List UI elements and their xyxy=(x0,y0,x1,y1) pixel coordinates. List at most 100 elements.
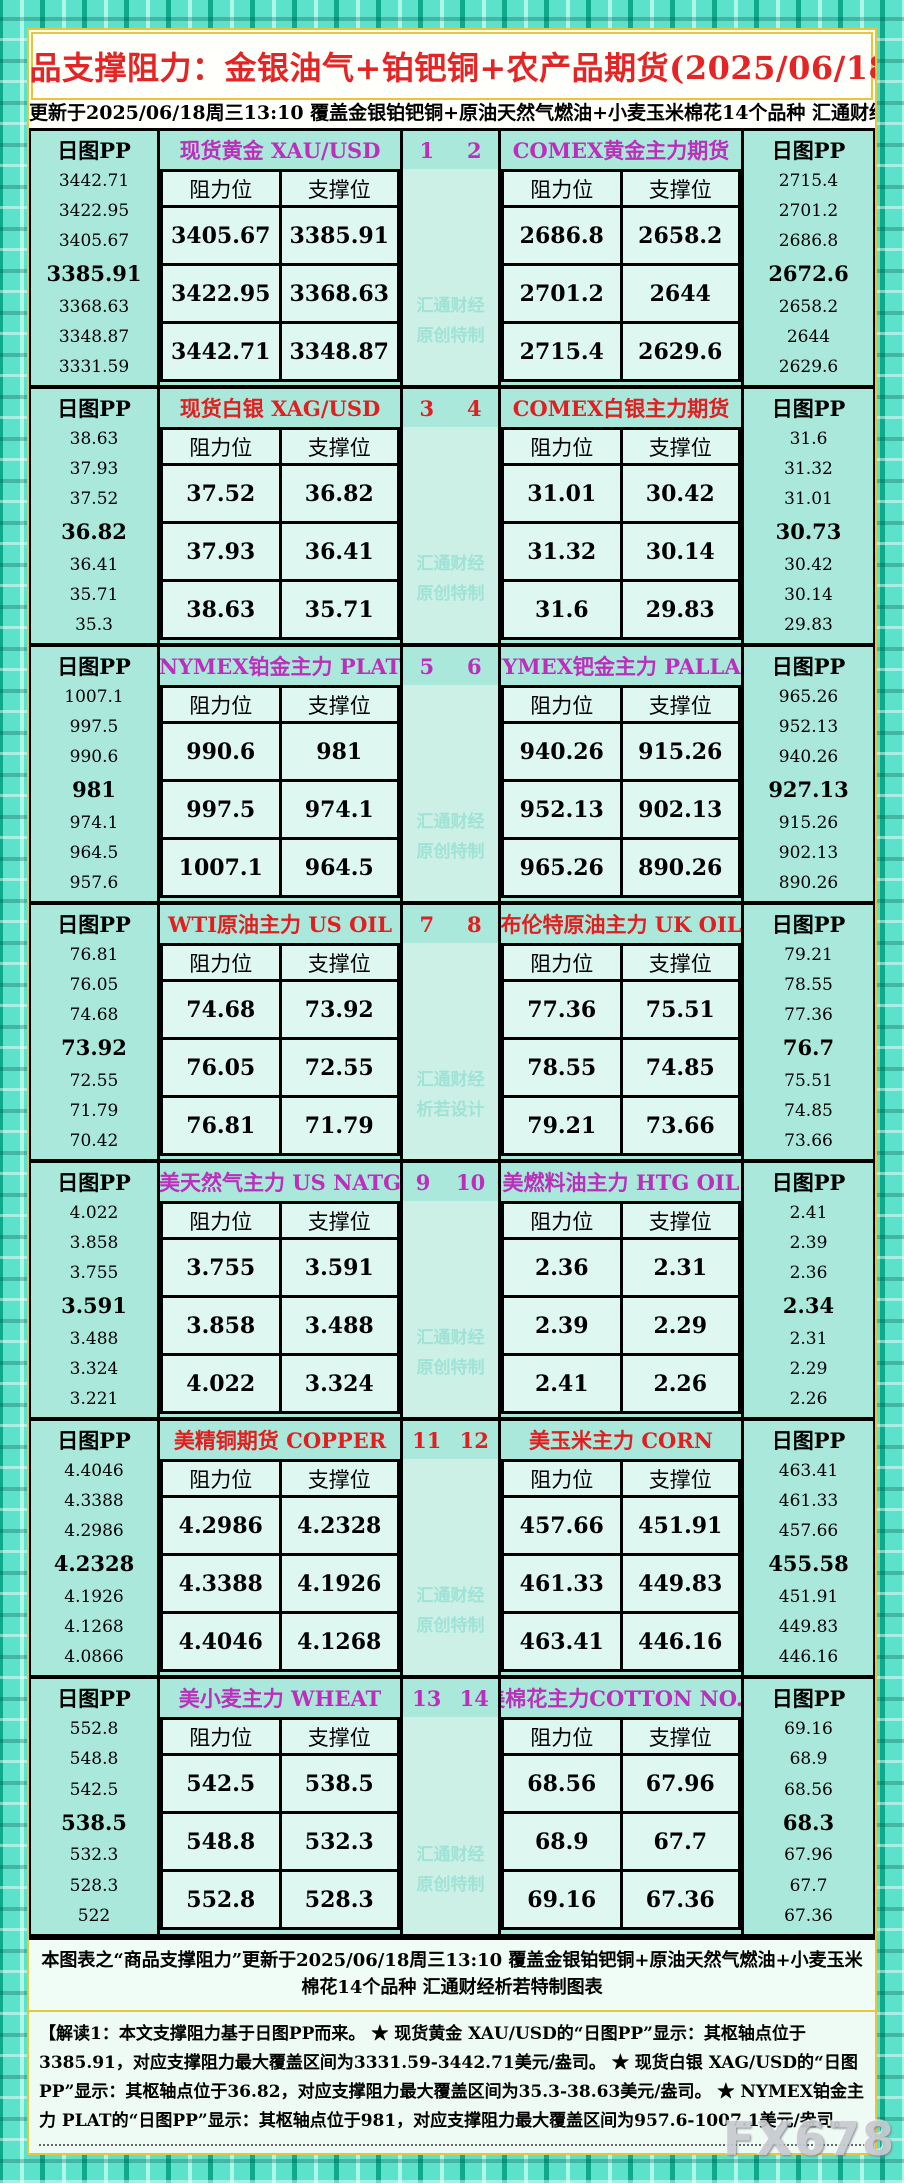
instrument-name-right: COMEX白银主力期货 xyxy=(512,396,730,421)
site-watermark-line2: 原创特制 xyxy=(416,1616,485,1636)
r3-value: 2715.4 xyxy=(778,171,839,191)
r3-value: 4.022 xyxy=(69,1203,119,1223)
r1-value: 37.52 xyxy=(69,489,119,510)
site-watermark-line1: 汇通财经 xyxy=(416,1586,485,1606)
support-value: 67.36 xyxy=(619,1869,741,1930)
pivot-value: 927.13 xyxy=(768,777,849,803)
s2-value: 902.13 xyxy=(778,842,839,863)
resistance-value: 4.2986 xyxy=(160,1495,282,1556)
support-header: 支撑位 xyxy=(278,943,400,982)
pivot-value: 36.82 xyxy=(61,519,127,545)
r3-value: 4.4046 xyxy=(64,1461,124,1481)
pp-column-left: 日图PP 38.63 37.93 37.52 36.82 36.41 35.71… xyxy=(31,389,160,643)
resistance-value: 940.26 xyxy=(501,721,623,782)
s2-value: 528.3 xyxy=(69,1875,119,1896)
r2-value: 3.858 xyxy=(69,1233,119,1254)
pair-numbers: 9 10 xyxy=(403,1163,498,1201)
support-value: 3368.63 xyxy=(278,263,400,324)
pair-number-right: 6 xyxy=(466,653,482,679)
pp-column-header: 日图PP xyxy=(57,1428,131,1453)
resistance-header: 阻力位 xyxy=(160,943,282,982)
mid-cell: 汇通财经 原创特制 xyxy=(403,1717,498,1934)
site-watermark-line1: 汇通财经 xyxy=(416,554,485,574)
pp-column-right: 日图PP 2715.4 2701.2 2686.8 2672.6 2658.2 … xyxy=(744,131,873,385)
pivot-value: 3.591 xyxy=(61,1293,127,1319)
right-instrument-zone: 美燃料油主力 HTG OIL 阻力位 支撑位 2.36 2.31 2.39 2.… xyxy=(501,1163,744,1417)
pair-number-right: 14 xyxy=(459,1685,489,1711)
resistance-value: 68.9 xyxy=(501,1811,623,1872)
r2-value: 76.05 xyxy=(69,975,119,996)
support-value: 67.7 xyxy=(619,1811,741,1872)
support-value: 2629.6 xyxy=(619,321,741,382)
pair-number-left: 7 xyxy=(419,911,435,937)
support-value: 3.591 xyxy=(278,1237,400,1298)
r1-value: 2.36 xyxy=(789,1263,828,1284)
support-value: 981 xyxy=(278,721,400,782)
support-header: 支撑位 xyxy=(619,685,741,724)
r1-value: 542.5 xyxy=(69,1779,119,1800)
pair-numbers: 11 12 xyxy=(403,1421,498,1459)
s1-value: 915.26 xyxy=(778,812,839,833)
resistance-value: 3.858 xyxy=(160,1295,282,1356)
r1-value: 3.755 xyxy=(69,1263,119,1284)
s1-value: 67.96 xyxy=(784,1845,833,1866)
r3-value: 76.81 xyxy=(69,945,119,965)
pivot-value: 30.73 xyxy=(775,519,842,545)
support-value: 74.85 xyxy=(619,1037,741,1098)
notes-section: 【解读1：本文支撑阻力基于日图PP而来。 ★ 现货黄金 XAU/USD的“日图P… xyxy=(29,2010,875,2153)
pair-numbers: 3 4 xyxy=(403,389,498,427)
s1-value: 3368.63 xyxy=(58,296,130,317)
s3-value: 890.26 xyxy=(778,872,839,893)
support-resistance-table-left: 阻力位 支撑位 990.6 981 997.5 974.1 1007.1 964… xyxy=(160,685,400,898)
pp-values-right: 69.16 68.9 68.56 68.3 67.96 67.7 67.36 xyxy=(744,1717,873,1934)
s2-value: 74.85 xyxy=(784,1100,833,1121)
pp-column-header: 日图PP xyxy=(771,396,846,421)
resistance-value: 37.52 xyxy=(160,463,282,524)
r1-value: 68.56 xyxy=(784,1779,833,1800)
s3-value: 67.36 xyxy=(784,1905,833,1926)
s3-value: 2629.6 xyxy=(778,356,839,377)
r3-value: 3442.71 xyxy=(58,171,130,191)
r3-value: 2.41 xyxy=(789,1203,828,1223)
pivot-value: 73.92 xyxy=(61,1035,127,1061)
support-resistance-table-left: 阻力位 支撑位 3405.67 3385.91 3422.95 3368.63 … xyxy=(160,169,400,382)
pair-number-left: 3 xyxy=(419,395,435,421)
r1-value: 3405.67 xyxy=(58,231,130,252)
resistance-header: 阻力位 xyxy=(501,169,623,208)
pair-numbers: 7 8 xyxy=(403,905,498,943)
instrument-name-right: NYMEX钯金主力 PALLAD xyxy=(501,654,741,679)
update-subtitle: 更新于2025/06/18周三13:10 覆盖金银铂钯铜+原油天然气燃油+小麦玉… xyxy=(29,100,875,128)
r2-value: 2.39 xyxy=(789,1233,828,1254)
r2-value: 997.5 xyxy=(69,717,119,738)
s3-value: 446.16 xyxy=(778,1646,839,1667)
support-header: 支撑位 xyxy=(278,1459,400,1498)
pp-values-left: 3442.71 3422.95 3405.67 3385.91 3368.63 … xyxy=(31,169,157,385)
support-resistance-table-right: 阻力位 支撑位 2686.8 2658.2 2701.2 2644 2715.4… xyxy=(501,169,741,382)
left-instrument-zone: 美精铜期货 COPPER 阻力位 支撑位 4.2986 4.2328 4.338… xyxy=(160,1421,403,1675)
site-watermark: 汇通财经 原创特制 xyxy=(417,1323,485,1383)
pp-column-header: 日图PP xyxy=(771,1428,846,1453)
resistance-value: 2686.8 xyxy=(501,205,623,266)
r3-value: 38.63 xyxy=(69,429,119,449)
support-resistance-table-left: 阻力位 支撑位 74.68 73.92 76.05 72.55 76.81 71… xyxy=(160,943,400,1156)
support-value: 67.96 xyxy=(619,1753,741,1814)
support-header: 支撑位 xyxy=(619,169,741,208)
support-value: 2.29 xyxy=(619,1295,741,1356)
pair-numbers: 1 2 xyxy=(403,131,498,169)
right-instrument-zone: COMEX黄金主力期货 阻力位 支撑位 2686.8 2658.2 2701.2… xyxy=(501,131,744,385)
resistance-header: 阻力位 xyxy=(501,1459,623,1498)
pivot-value: 76.7 xyxy=(782,1035,835,1061)
r2-value: 31.32 xyxy=(784,459,833,480)
pp-column-header: 日图PP xyxy=(57,912,131,937)
s1-value: 30.42 xyxy=(784,554,833,575)
pp-values-right: 2.41 2.39 2.36 2.34 2.31 2.29 2.26 xyxy=(744,1201,873,1417)
support-resistance-table-left: 阻力位 支撑位 3.755 3.591 3.858 3.488 4.022 3.… xyxy=(160,1201,400,1414)
left-instrument-zone: 现货黄金 XAU/USD 阻力位 支撑位 3405.67 3385.91 342… xyxy=(160,131,403,385)
instrument-row: 日图PP 1007.1 997.5 990.6 981 974.1 964.5 … xyxy=(31,647,873,905)
resistance-header: 阻力位 xyxy=(501,427,623,466)
resistance-value: 4.022 xyxy=(160,1353,282,1414)
pair-number-column: 5 6 汇通财经 原创特制 xyxy=(403,647,501,901)
pp-values-right: 2715.4 2701.2 2686.8 2672.6 2658.2 2644 … xyxy=(744,169,873,385)
pp-column-header: 日图PP xyxy=(57,396,131,421)
